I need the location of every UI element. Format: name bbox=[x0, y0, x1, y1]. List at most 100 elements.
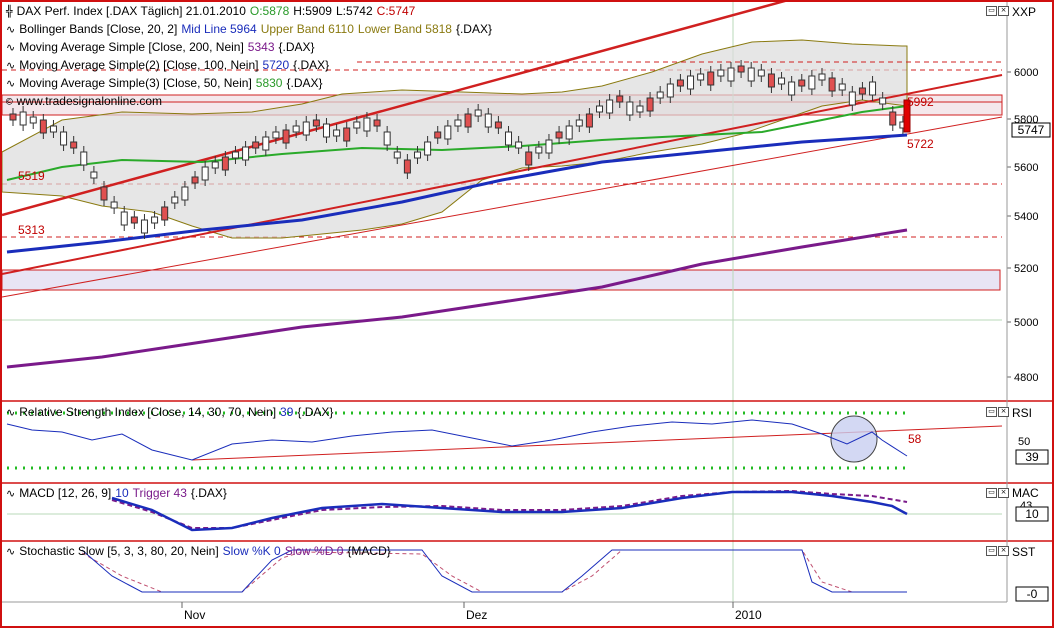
candle-body bbox=[767, 73, 775, 88]
stoch-k-line bbox=[81, 549, 907, 593]
legend-stoch-k: Slow %K 0 bbox=[222, 544, 281, 558]
rsi-highlight-circle bbox=[830, 415, 878, 463]
candle-body bbox=[171, 196, 179, 204]
rsi-pane-buttons[interactable]: ▭ × bbox=[986, 407, 1009, 417]
copyright-icon: © bbox=[6, 94, 13, 108]
candle-body bbox=[333, 129, 341, 137]
candle-body bbox=[201, 166, 209, 181]
price-tick-label: 5000 bbox=[1014, 317, 1038, 329]
wave-icon: ∿ bbox=[6, 405, 16, 419]
candle-body bbox=[596, 105, 604, 113]
candle-body bbox=[505, 131, 513, 146]
wave-icon: ∿ bbox=[6, 544, 16, 558]
legend-macd-value: 10 bbox=[115, 486, 129, 500]
candle-body bbox=[282, 129, 290, 144]
legend-ma100[interactable]: ∿ Moving Average Simple(2) [Close, 100, … bbox=[6, 58, 329, 72]
minimize-icon[interactable]: ▭ bbox=[986, 407, 997, 417]
candlestick-series[interactable] bbox=[9, 60, 911, 239]
candle-body bbox=[231, 151, 239, 159]
candle-body bbox=[535, 146, 543, 154]
ma200-line bbox=[6, 228, 908, 369]
candle-body bbox=[49, 125, 57, 133]
legend-ma50-label: Moving Average Simple(3) [Close, 50, Nei… bbox=[19, 76, 252, 90]
candle-body bbox=[252, 141, 260, 149]
legend-macd-label: MACD [12, 26, 9] bbox=[19, 486, 112, 500]
legend-ma100-value: 5720 bbox=[262, 58, 290, 72]
close-icon[interactable]: × bbox=[998, 546, 1009, 556]
candle-body bbox=[484, 113, 492, 128]
candle-icon: ╬ bbox=[6, 4, 13, 18]
price-tick-label: 5400 bbox=[1014, 211, 1038, 223]
stoch-pane-buttons[interactable]: ▭ × bbox=[986, 546, 1009, 556]
minimize-icon[interactable]: ▭ bbox=[986, 488, 997, 498]
minimize-icon[interactable]: ▭ bbox=[986, 546, 997, 556]
candle-body bbox=[788, 81, 796, 96]
macd-axis-label: MAC bbox=[1012, 486, 1039, 500]
annotation-5722: 5722 bbox=[907, 137, 934, 151]
last-price-label: 5747 bbox=[1018, 123, 1045, 137]
legend-ma50-symbol: {.DAX} bbox=[286, 76, 323, 90]
legend-macd[interactable]: ∿ MACD [12, 26, 9] 10 Trigger 43 {.DAX} bbox=[6, 486, 227, 500]
candle-body bbox=[858, 87, 866, 95]
annotation-5313: 5313 bbox=[18, 223, 45, 237]
macd-value-box-label: 10 bbox=[1025, 507, 1039, 521]
stoch-value-box bbox=[1015, 586, 1049, 602]
legend-ma200-symbol: {.DAX} bbox=[278, 40, 315, 54]
candle-body bbox=[838, 83, 846, 91]
candle-body bbox=[110, 201, 118, 209]
legend-macd-trigger: Trigger 43 bbox=[132, 486, 187, 500]
legend-ma200[interactable]: ∿ Moving Average Simple [Close, 200, Nei… bbox=[6, 40, 315, 54]
close-icon[interactable]: × bbox=[998, 6, 1009, 16]
legend-ma100-label: Moving Average Simple(2) [Close, 100, Ne… bbox=[19, 58, 259, 72]
candle-body bbox=[697, 73, 705, 81]
x-label-dez: Dez bbox=[466, 608, 487, 622]
candle-body bbox=[29, 116, 37, 124]
candle-body bbox=[737, 65, 745, 73]
candle-body bbox=[383, 131, 391, 146]
candle-body bbox=[778, 77, 786, 85]
main-legend-header[interactable]: ╬ DAX Perf. Index [.DAX Täglich] 21.01.2… bbox=[6, 4, 415, 18]
candle-body bbox=[9, 113, 17, 121]
close-icon[interactable]: × bbox=[998, 488, 1009, 498]
header-low: L:5742 bbox=[335, 4, 373, 18]
candle-body bbox=[161, 206, 169, 221]
price-axis[interactable] bbox=[1007, 2, 1052, 400]
candle-body bbox=[585, 113, 593, 128]
candle-body bbox=[130, 216, 138, 224]
legend-bollinger-label: Bollinger Bands [Close, 20, 2] bbox=[19, 22, 178, 36]
rsi-tick-50: 50 bbox=[1018, 436, 1030, 448]
price-tick-label: 6000 bbox=[1014, 67, 1038, 79]
candle-body bbox=[687, 75, 695, 90]
candle-body bbox=[191, 176, 199, 184]
main-pane-buttons[interactable]: ▭ × bbox=[986, 6, 1009, 16]
watermark-text: www.tradesignalonline.com bbox=[16, 94, 163, 108]
candle-body bbox=[151, 216, 159, 224]
legend-ma50-value: 5830 bbox=[255, 76, 283, 90]
rsi-axis-label: RSI bbox=[1012, 406, 1033, 420]
minimize-icon[interactable]: ▭ bbox=[986, 6, 997, 16]
candle-body bbox=[363, 117, 371, 132]
x-label-nov: Nov bbox=[184, 608, 205, 622]
legend-stoch-symbol: {MACD} bbox=[347, 544, 391, 558]
legend-bollinger[interactable]: ∿ Bollinger Bands [Close, 20, 2] Mid Lin… bbox=[6, 22, 492, 36]
candle-body bbox=[413, 151, 421, 159]
stoch-value-box-label: -0 bbox=[1027, 587, 1038, 601]
legend-stoch[interactable]: ∿ Stochastic Slow [5, 3, 3, 80, 20, Nein… bbox=[6, 544, 391, 558]
stoch-axis-label: SST bbox=[1012, 545, 1036, 559]
candle-body bbox=[393, 151, 401, 159]
candle-body bbox=[848, 91, 856, 106]
price-tick-label: 4800 bbox=[1014, 372, 1038, 384]
candle-body bbox=[221, 156, 229, 171]
rsi-value-box-label: 39 bbox=[1025, 450, 1039, 464]
rsi-line bbox=[6, 419, 908, 461]
legend-rsi[interactable]: ∿ Relative Strength Index [Close, 14, 30… bbox=[6, 405, 333, 419]
x-label-2010: 2010 bbox=[735, 608, 762, 622]
legend-ma50[interactable]: ∿ Moving Average Simple(3) [Close, 50, N… bbox=[6, 76, 323, 90]
close-icon[interactable]: × bbox=[998, 407, 1009, 417]
candle-body bbox=[525, 151, 533, 166]
macd-pane-buttons[interactable]: ▭ × bbox=[986, 488, 1009, 498]
candle-body bbox=[616, 95, 624, 103]
candle-body bbox=[757, 69, 765, 77]
